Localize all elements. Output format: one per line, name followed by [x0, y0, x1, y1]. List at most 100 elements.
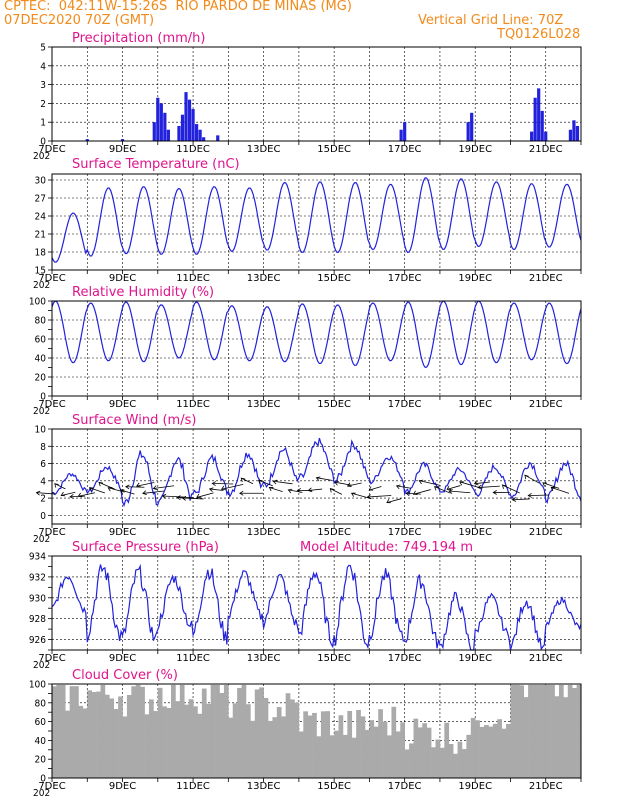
- wind-arrow: [447, 485, 461, 490]
- wind-arrow-head: [54, 483, 59, 488]
- cloud-bar: [60, 684, 66, 778]
- cloud-bar: [126, 694, 132, 778]
- precip-bar: [156, 97, 160, 141]
- panel-subtitle-pressure: Model Altitude: 749.194 m: [300, 540, 473, 555]
- cloud-bar: [342, 734, 348, 778]
- wind-arrow: [136, 482, 155, 487]
- panel-title-wind: Surface Wind (m/s): [72, 413, 196, 428]
- wind-arrow-head: [334, 481, 339, 486]
- y-tick-label: 934: [29, 552, 46, 563]
- cloud-bar: [140, 686, 145, 778]
- x-tick-label: 19DEC: [458, 653, 492, 664]
- wind-arrow-head: [161, 493, 167, 499]
- cloud-bar: [536, 684, 542, 778]
- x-tick-label: 15DEC: [317, 653, 351, 664]
- cloud-bar: [245, 704, 251, 778]
- cloud-bar: [197, 713, 203, 778]
- wind-arrow-head: [448, 489, 453, 494]
- cloud-bar: [563, 697, 569, 778]
- x-tick-label: 11DEC: [176, 781, 210, 792]
- x-tick-label: 21DEC: [529, 781, 563, 792]
- cloud-bar: [514, 684, 520, 778]
- wind-arrow-head: [473, 480, 479, 486]
- cloud-bar: [413, 718, 419, 778]
- cloud-bar: [320, 711, 326, 778]
- precip-bar: [194, 124, 199, 141]
- precip-bar: [568, 129, 573, 141]
- cloud-bar: [91, 692, 97, 778]
- cloud-bar: [347, 710, 353, 778]
- cloud-bar: [475, 720, 480, 778]
- wind-arrow: [162, 495, 184, 498]
- x-year-label: 202: [33, 406, 50, 417]
- cloud-bar: [360, 716, 366, 778]
- wind-arrow-head: [98, 481, 104, 487]
- wind-arrow: [434, 486, 451, 494]
- cloud-bar: [237, 687, 242, 778]
- panel-pressure: 926 928 930 932 934 7DEC 9DEC 11DEC 13DEC 15DEC 17…: [29, 540, 582, 671]
- wind-arrow-head: [220, 485, 226, 491]
- cloud-bar: [426, 727, 432, 778]
- panel-title-temp: Surface Temperature (nC): [72, 157, 240, 172]
- panel-title-precip: Precipitation (mm/h): [72, 31, 205, 46]
- precip-bar: [166, 129, 170, 141]
- y-tick-label: 20: [35, 755, 47, 766]
- cloud-bar: [96, 691, 101, 778]
- precip-bar: [159, 103, 163, 141]
- wind-arrow-head: [272, 479, 278, 485]
- wind-arrow: [153, 485, 175, 489]
- x-tick-label: 13DEC: [247, 653, 281, 664]
- cloud-bar: [82, 708, 88, 778]
- cloud-bar: [210, 684, 216, 778]
- wind-arrow: [478, 485, 500, 488]
- cloud-bar: [118, 696, 123, 778]
- x-tick-label: 15DEC: [317, 527, 351, 538]
- cloud-bar: [387, 735, 392, 778]
- cloud-bar: [479, 726, 485, 778]
- wind-arrow: [89, 487, 106, 494]
- cloud-bar: [404, 749, 410, 778]
- x-tick-label: 17DEC: [388, 653, 422, 664]
- cloud-bar: [457, 741, 463, 778]
- y-tick-label: 80: [35, 316, 47, 327]
- cloud-bar: [444, 722, 450, 778]
- cloud-bar: [259, 687, 264, 778]
- wind-arrow-head: [346, 482, 352, 487]
- cloud-bar: [113, 709, 119, 778]
- x-tick-label: 7DEC: [38, 144, 65, 155]
- precip-bar: [533, 97, 537, 141]
- x-tick-label: 7DEC: [38, 653, 65, 664]
- cloud-bar: [484, 725, 489, 778]
- y-tick-label: 10: [35, 425, 47, 436]
- wind-arrow: [386, 498, 402, 504]
- cloud-bar: [422, 723, 428, 778]
- wind-arrow-head: [501, 484, 507, 489]
- wind-arrow-head: [136, 482, 141, 488]
- wind-arrow: [367, 495, 392, 498]
- precip-bar: [537, 88, 541, 141]
- cloud-bar: [373, 726, 379, 778]
- x-tick-label: 15DEC: [317, 399, 351, 410]
- cloud-bar: [378, 709, 383, 778]
- panel-title-pressure: Surface Pressure (hPa): [72, 540, 219, 555]
- cloud-bar: [532, 684, 538, 778]
- y-tick-label: 2: [40, 99, 46, 110]
- x-tick-label: 11DEC: [176, 144, 210, 155]
- wind-arrow-head: [240, 477, 246, 483]
- x-tick-label: 21DEC: [529, 653, 563, 664]
- wind-arrow-head: [69, 494, 74, 499]
- wind-arrow-head: [296, 488, 302, 493]
- cloud-bar: [519, 685, 524, 778]
- wind-arrow: [61, 491, 76, 496]
- wind-arrow: [78, 492, 96, 497]
- cloud-bar: [417, 727, 423, 778]
- wind-arrow-head: [119, 489, 125, 494]
- series-line-pressure: [51, 563, 582, 651]
- cloud-bar: [290, 699, 295, 778]
- wind-arrow-head: [405, 491, 410, 497]
- x-tick-label: 17DEC: [388, 781, 422, 792]
- cloud-bar: [241, 684, 247, 778]
- x-tick-label: 19DEC: [458, 399, 492, 410]
- cloud-bar: [184, 704, 189, 778]
- x-year-label: 202: [33, 788, 50, 799]
